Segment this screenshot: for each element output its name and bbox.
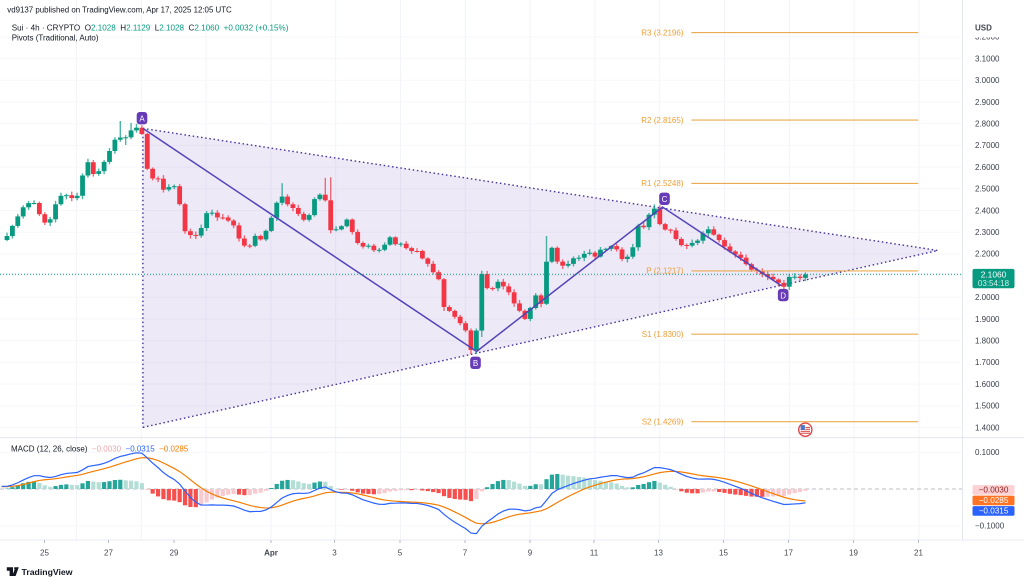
svg-text:29: 29	[170, 549, 179, 558]
svg-text:2.0000: 2.0000	[975, 293, 1000, 302]
svg-text:19: 19	[849, 549, 858, 558]
svg-text:7: 7	[463, 549, 468, 558]
svg-text:S1 (1.8300): S1 (1.8300)	[642, 330, 684, 339]
svg-text:13: 13	[654, 549, 663, 558]
svg-text:0.1000: 0.1000	[975, 448, 1000, 457]
svg-text:−0.1000: −0.1000	[975, 522, 1005, 531]
svg-text:A: A	[139, 114, 145, 123]
svg-text:15: 15	[719, 549, 728, 558]
svg-text:C: C	[662, 195, 668, 204]
svg-text:9: 9	[528, 549, 533, 558]
svg-text:17: 17	[784, 549, 793, 558]
svg-text:Apr: Apr	[264, 549, 278, 558]
svg-text:03:54:18: 03:54:18	[978, 279, 1010, 288]
svg-text:2.1060: 2.1060	[981, 269, 1007, 279]
svg-text:−0.0315: −0.0315	[979, 507, 1009, 516]
svg-text:1.9000: 1.9000	[975, 315, 1000, 324]
svg-text:2.8000: 2.8000	[975, 120, 1000, 129]
svg-text:TradingView: TradingView	[22, 567, 73, 577]
svg-text:21: 21	[914, 549, 923, 558]
svg-text:D: D	[780, 291, 786, 300]
svg-text:Sui · 4h · CRYPTO O2.1028 H2: Sui · 4h · CRYPTO O2.1028 H2.1129 L2.102…	[12, 23, 289, 32]
svg-text:5: 5	[398, 549, 403, 558]
svg-text:2.9000: 2.9000	[975, 98, 1000, 107]
svg-text:3: 3	[332, 549, 337, 558]
svg-text:25: 25	[40, 549, 49, 558]
svg-text:2.3000: 2.3000	[975, 228, 1000, 237]
svg-text:−0.0030: −0.0030	[979, 486, 1009, 495]
svg-text:3.0000: 3.0000	[975, 76, 1000, 85]
svg-text:1.7000: 1.7000	[975, 358, 1000, 367]
svg-text:2.7000: 2.7000	[975, 141, 1000, 150]
svg-text:2.6000: 2.6000	[975, 163, 1000, 172]
svg-text:USD: USD	[975, 23, 992, 32]
svg-text:MACD (12, 26, close) −0.0030: MACD (12, 26, close) −0.0030 −0.0315 −0.…	[11, 444, 189, 453]
svg-text:R2 (2.8165): R2 (2.8165)	[641, 116, 684, 125]
svg-text:B: B	[473, 359, 478, 368]
svg-text:R1 (2.5248): R1 (2.5248)	[641, 179, 684, 188]
svg-text:1.8000: 1.8000	[975, 337, 1000, 346]
svg-text:2.2000: 2.2000	[975, 250, 1000, 259]
svg-text:Pivots (Traditional, Auto): Pivots (Traditional, Auto)	[12, 34, 99, 43]
svg-text:2.4000: 2.4000	[975, 206, 1000, 215]
svg-text:vd9137 published on TradingVie: vd9137 published on TradingView.com, Apr…	[7, 6, 232, 15]
svg-text:1.6000: 1.6000	[975, 380, 1000, 389]
svg-text:27: 27	[104, 549, 113, 558]
svg-text:1.4000: 1.4000	[975, 423, 1000, 432]
svg-text:2.5000: 2.5000	[975, 185, 1000, 194]
svg-text:3.1000: 3.1000	[975, 54, 1000, 63]
svg-text:11: 11	[590, 549, 599, 558]
svg-text:S2 (1.4269): S2 (1.4269)	[642, 418, 684, 427]
svg-text:1.5000: 1.5000	[975, 402, 1000, 411]
svg-text:R3 (3.2196): R3 (3.2196)	[641, 28, 684, 37]
svg-text:−0.0285: −0.0285	[979, 496, 1009, 505]
